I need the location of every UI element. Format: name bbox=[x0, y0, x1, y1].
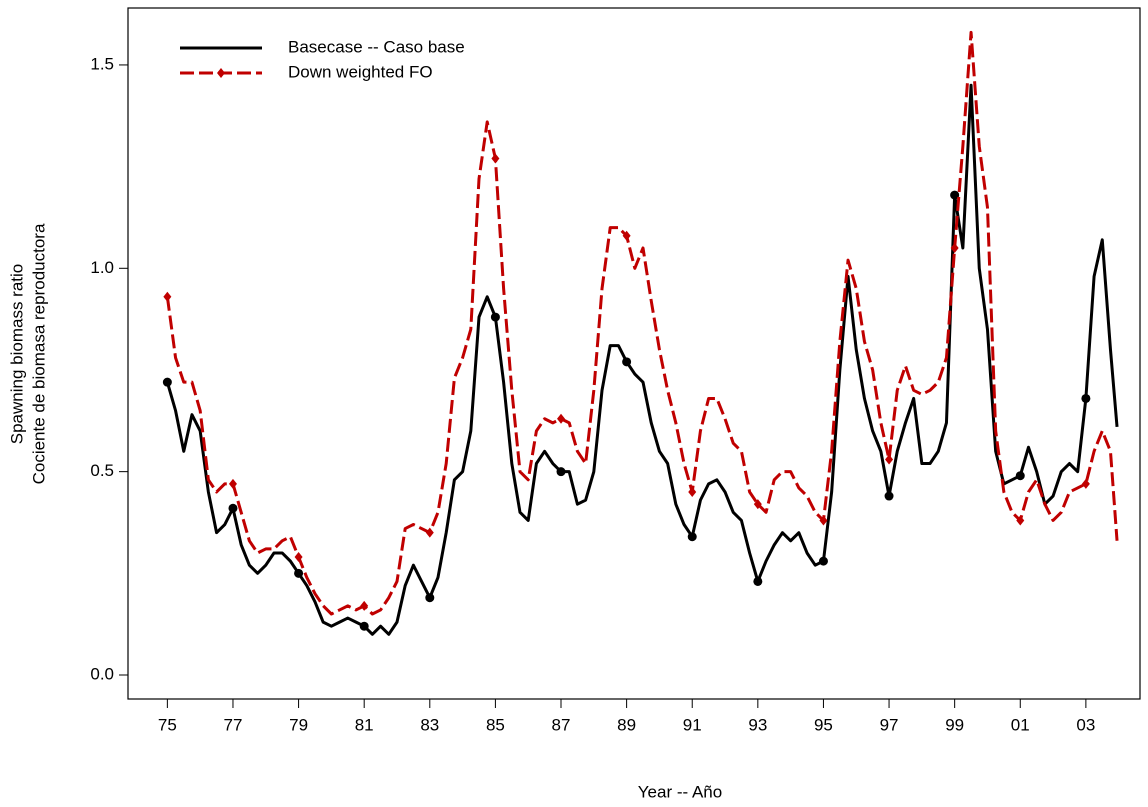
point-marker bbox=[360, 600, 369, 611]
point-marker bbox=[819, 515, 828, 526]
point-marker bbox=[294, 568, 304, 578]
point-marker bbox=[294, 552, 303, 563]
legend-label: Down weighted FO bbox=[288, 62, 433, 81]
x-tick-label: 03 bbox=[1076, 715, 1095, 734]
point-marker bbox=[491, 153, 500, 164]
x-axis-label: Year -- Año bbox=[638, 782, 722, 801]
legend-marker bbox=[217, 68, 225, 78]
point-marker bbox=[818, 556, 828, 566]
point-marker bbox=[753, 576, 763, 586]
point-marker bbox=[950, 242, 959, 253]
legend-label: Basecase -- Caso base bbox=[288, 37, 465, 56]
point-marker bbox=[622, 357, 632, 367]
series-line bbox=[165, 30, 1119, 616]
point-marker bbox=[228, 478, 237, 489]
x-tick-label: 99 bbox=[945, 715, 964, 734]
x-tick-label: 83 bbox=[420, 715, 439, 734]
point-marker bbox=[163, 291, 172, 302]
point-marker bbox=[753, 499, 762, 510]
point-marker bbox=[556, 467, 566, 477]
point-marker bbox=[1081, 393, 1091, 403]
y-tick-label: 1.0 bbox=[90, 258, 114, 277]
y-axis-label: Cociente de biomasa reproductora bbox=[29, 223, 48, 484]
x-tick-label: 81 bbox=[355, 715, 374, 734]
x-tick-label: 77 bbox=[224, 715, 243, 734]
y-tick-label: 1.5 bbox=[90, 54, 114, 73]
point-marker bbox=[425, 593, 435, 603]
x-tick-label: 93 bbox=[748, 715, 767, 734]
point-marker bbox=[557, 413, 566, 424]
point-marker bbox=[359, 621, 369, 631]
plot-frame bbox=[127, 7, 1141, 700]
series-line bbox=[165, 83, 1119, 636]
x-tick-label: 91 bbox=[683, 715, 702, 734]
y-axis-label: Spawning biomass ratio bbox=[7, 264, 26, 444]
point-marker bbox=[228, 503, 238, 513]
point-marker bbox=[162, 377, 172, 387]
point-marker bbox=[1015, 471, 1025, 481]
x-tick-label: 97 bbox=[880, 715, 899, 734]
x-tick-label: 89 bbox=[617, 715, 636, 734]
x-tick-label: 01 bbox=[1011, 715, 1030, 734]
point-marker bbox=[425, 527, 434, 538]
x-tick-label: 79 bbox=[289, 715, 308, 734]
x-tick-label: 85 bbox=[486, 715, 505, 734]
point-marker bbox=[950, 190, 960, 200]
point-marker bbox=[622, 230, 631, 241]
x-tick-label: 75 bbox=[158, 715, 177, 734]
y-tick-label: 0.0 bbox=[90, 664, 114, 683]
point-marker bbox=[490, 312, 500, 322]
y-tick-label: 0.5 bbox=[90, 461, 114, 480]
point-marker bbox=[1016, 515, 1025, 526]
x-tick-label: 87 bbox=[552, 715, 571, 734]
point-marker bbox=[885, 454, 894, 465]
point-marker bbox=[687, 532, 697, 542]
x-tick-label: 95 bbox=[814, 715, 833, 734]
point-marker bbox=[1081, 478, 1090, 489]
point-marker bbox=[688, 486, 697, 497]
point-marker bbox=[884, 491, 894, 501]
